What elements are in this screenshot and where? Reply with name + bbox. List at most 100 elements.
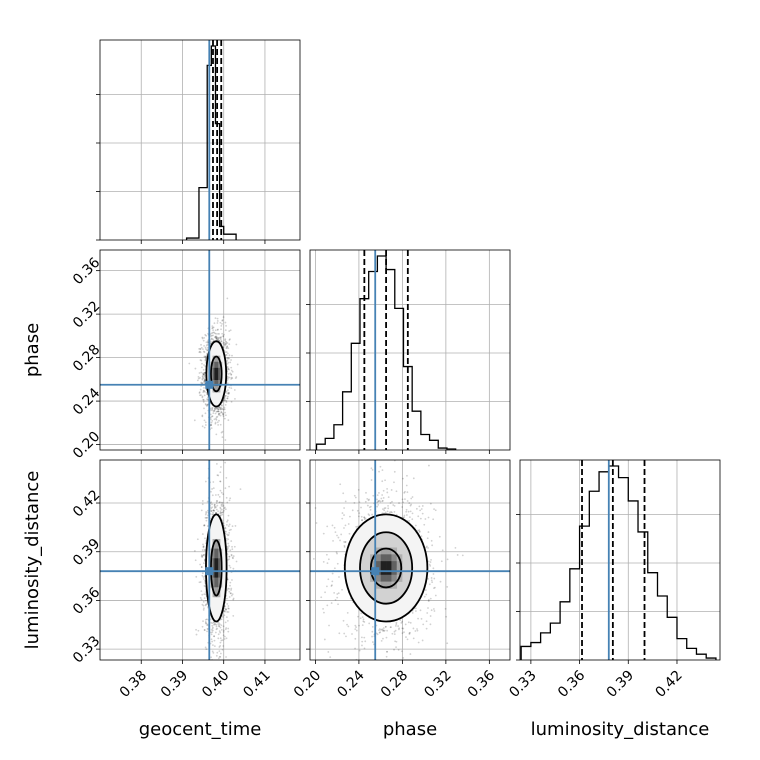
- sample-point: [213, 505, 216, 507]
- sample-point: [226, 559, 229, 561]
- sample-point: [224, 414, 227, 417]
- y-tick-label: 0.36: [70, 255, 103, 288]
- sample-point: [224, 340, 227, 343]
- sample-point: [201, 396, 204, 399]
- sample-point: [229, 497, 232, 500]
- sample-point: [214, 622, 216, 625]
- sample-point: [197, 376, 200, 378]
- sample-point: [203, 371, 206, 374]
- sample-point: [336, 552, 338, 555]
- sample-point: [209, 413, 212, 416]
- sample-point: [214, 329, 217, 332]
- sample-point: [224, 353, 227, 356]
- sample-point: [198, 351, 201, 354]
- sample-point: [204, 591, 207, 593]
- sample-point: [211, 640, 214, 643]
- joint-content: [100, 250, 300, 450]
- sample-point: [201, 375, 204, 378]
- sample-point: [203, 628, 206, 631]
- density-cell: [386, 574, 392, 582]
- sample-point: [210, 501, 213, 504]
- sample-point: [378, 628, 381, 630]
- sample-point: [363, 647, 366, 650]
- density-cell: [214, 577, 217, 588]
- density-cell: [218, 567, 221, 578]
- sample-point: [429, 597, 432, 600]
- sample-point: [223, 614, 226, 617]
- sample-point: [211, 650, 214, 653]
- sample-point: [369, 505, 372, 508]
- sample-point: [307, 601, 309, 603]
- sample-point: [221, 322, 223, 325]
- sample-point: [419, 609, 422, 612]
- sample-point: [204, 480, 207, 483]
- sample-point: [409, 631, 411, 634]
- sample-point: [195, 628, 197, 631]
- sample-point: [209, 618, 212, 621]
- sample-point: [226, 382, 229, 385]
- sample-point: [227, 419, 230, 422]
- sample-point: [226, 345, 229, 348]
- sample-point: [195, 633, 198, 636]
- axes-frame: [519, 459, 721, 661]
- sample-point: [209, 416, 212, 419]
- density-cell: [216, 367, 219, 375]
- sample-point: [222, 341, 225, 344]
- sample-point: [216, 406, 219, 409]
- sample-point: [227, 605, 230, 607]
- sample-point: [210, 510, 213, 512]
- density-cell: [214, 386, 217, 393]
- xlabel-geocent-time: geocent_time: [139, 719, 262, 740]
- sample-point: [202, 578, 205, 580]
- sample-point: [203, 381, 205, 384]
- sample-point: [340, 533, 343, 536]
- sample-point: [395, 640, 398, 643]
- density-cell: [212, 577, 215, 588]
- sample-point: [343, 507, 345, 509]
- sample-point: [230, 589, 232, 591]
- sample-point: [377, 503, 380, 506]
- sample-point: [428, 464, 430, 467]
- axes-frame: [99, 459, 301, 661]
- sample-point: [227, 525, 230, 528]
- sample-point: [427, 547, 429, 549]
- sample-point: [333, 567, 336, 570]
- sample-point: [206, 516, 209, 519]
- sample-point: [220, 407, 223, 410]
- sample-point: [393, 481, 395, 484]
- sample-point: [214, 421, 217, 424]
- axes-frame: [99, 249, 301, 451]
- sample-point: [364, 500, 367, 503]
- sample-point: [421, 639, 424, 642]
- sample-point: [214, 512, 217, 514]
- sample-point: [227, 538, 230, 541]
- sample-point: [363, 516, 366, 519]
- sample-point: [202, 545, 205, 548]
- sample-point: [406, 500, 409, 502]
- sample-point: [216, 332, 219, 335]
- sample-point: [212, 326, 215, 329]
- sample-point: [393, 510, 396, 513]
- sample-point: [206, 349, 209, 351]
- sample-point: [212, 329, 214, 332]
- sample-point: [207, 662, 209, 664]
- ylabel-phase: phase: [22, 323, 43, 377]
- sample-point: [355, 525, 358, 528]
- sample-point: [227, 607, 230, 610]
- sample-point: [219, 480, 222, 483]
- sample-point: [212, 626, 214, 629]
- sample-point: [211, 415, 214, 418]
- sample-point: [232, 567, 235, 570]
- x-tick-label: 0.32: [421, 668, 454, 701]
- sample-point: [429, 564, 432, 567]
- sample-point: [211, 629, 214, 632]
- sample-point: [199, 351, 202, 354]
- sample-point: [434, 586, 436, 589]
- sample-point: [203, 426, 206, 429]
- sample-point: [219, 337, 222, 339]
- sample-point: [201, 382, 204, 384]
- x-tick-label: 0.36: [555, 667, 588, 700]
- sample-point: [204, 618, 207, 621]
- density-cell: [214, 538, 217, 549]
- hist-panel-geocent-time: [96, 39, 301, 244]
